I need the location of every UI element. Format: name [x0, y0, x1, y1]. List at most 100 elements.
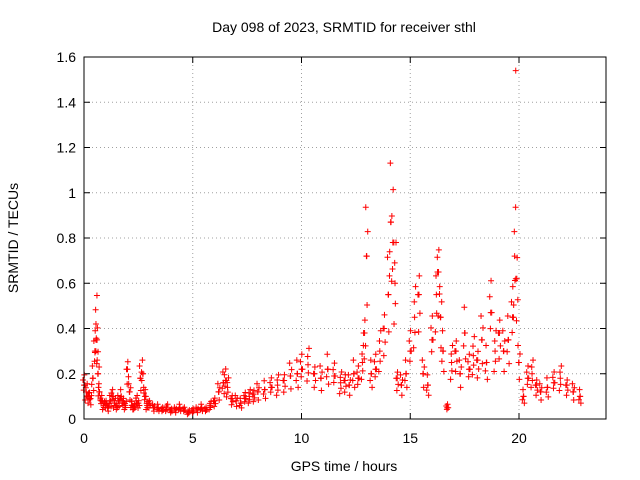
- data-point: [358, 376, 365, 383]
- data-point: [534, 387, 541, 394]
- data-point: [364, 228, 371, 235]
- data-point: [262, 395, 269, 402]
- data-point: [497, 342, 504, 349]
- data-point: [538, 384, 545, 391]
- data-point: [367, 357, 374, 364]
- data-point: [469, 371, 476, 378]
- data-point: [496, 355, 503, 362]
- data-point: [515, 359, 522, 366]
- data-point: [516, 376, 523, 383]
- data-point: [453, 337, 460, 344]
- data-point: [372, 351, 379, 358]
- data-point: [224, 379, 231, 386]
- data-point: [376, 348, 383, 355]
- data-point: [237, 400, 244, 407]
- data-point: [398, 382, 405, 389]
- y-tick-label: 0.8: [57, 230, 77, 246]
- data-point: [325, 381, 332, 388]
- data-point: [123, 366, 130, 373]
- data-point: [363, 253, 370, 260]
- data-point: [377, 358, 384, 365]
- data-point: [120, 395, 127, 402]
- data-point: [424, 382, 431, 389]
- data-point: [255, 396, 262, 403]
- data-point: [215, 388, 222, 395]
- data-point: [543, 374, 550, 381]
- data-point: [513, 317, 520, 324]
- data-point: [254, 380, 261, 387]
- data-point: [501, 337, 508, 344]
- data-point: [354, 369, 361, 376]
- data-point: [514, 254, 521, 261]
- data-point: [249, 391, 256, 398]
- data-point: [403, 384, 410, 391]
- data-point: [181, 404, 188, 411]
- x-tick-label: 5: [189, 430, 197, 446]
- data-point: [250, 387, 257, 394]
- data-point: [557, 375, 564, 382]
- data-point: [260, 390, 267, 397]
- data-point: [338, 368, 345, 375]
- data-point: [421, 363, 428, 370]
- data-point: [393, 239, 400, 246]
- data-point: [545, 393, 552, 400]
- data-point: [504, 313, 511, 320]
- data-point: [342, 383, 349, 390]
- data-point: [168, 405, 175, 412]
- data-point: [538, 396, 545, 403]
- data-point: [415, 328, 422, 335]
- data-point: [407, 327, 414, 334]
- data-point: [222, 383, 229, 390]
- data-point: [221, 390, 228, 397]
- data-point: [324, 351, 331, 358]
- data-point: [293, 377, 300, 384]
- data-point: [491, 337, 498, 344]
- data-point: [330, 366, 337, 373]
- data-point: [150, 408, 157, 415]
- data-point: [432, 328, 439, 335]
- data-point: [298, 373, 305, 380]
- data-point: [392, 300, 399, 307]
- data-point: [488, 309, 495, 316]
- data-point: [233, 403, 240, 410]
- data-point: [411, 314, 418, 321]
- data-point: [193, 406, 200, 413]
- data-point: [425, 392, 432, 399]
- data-point: [94, 370, 101, 377]
- data-point: [388, 219, 395, 226]
- data-point: [361, 317, 368, 324]
- data-point: [549, 374, 556, 381]
- data-point: [194, 409, 201, 416]
- data-point: [317, 363, 324, 370]
- data-point: [380, 352, 387, 359]
- data-point: [108, 389, 115, 396]
- data-point: [142, 393, 149, 400]
- data-point: [273, 392, 280, 399]
- data-point: [529, 377, 536, 384]
- data-point: [389, 265, 396, 272]
- data-point: [509, 329, 516, 336]
- data-point: [444, 401, 451, 408]
- data-point: [505, 336, 512, 343]
- data-point: [500, 348, 507, 355]
- data-point: [311, 363, 318, 370]
- data-point: [406, 358, 413, 365]
- data-point: [341, 377, 348, 384]
- data-point: [341, 389, 348, 396]
- data-point: [246, 396, 253, 403]
- data-point: [364, 301, 371, 308]
- data-point: [466, 366, 473, 373]
- plot-frame: [83, 56, 607, 420]
- data-point-outlier: [512, 67, 519, 74]
- data-point: [448, 350, 455, 357]
- data-point: [312, 377, 319, 384]
- data-point: [402, 357, 409, 364]
- data-point: [319, 369, 326, 376]
- data-point: [350, 357, 357, 364]
- data-point: [198, 401, 205, 408]
- data-point: [423, 387, 430, 394]
- data-point: [123, 398, 130, 405]
- data-point: [274, 387, 281, 394]
- data-point: [280, 389, 287, 396]
- data-point: [91, 349, 98, 356]
